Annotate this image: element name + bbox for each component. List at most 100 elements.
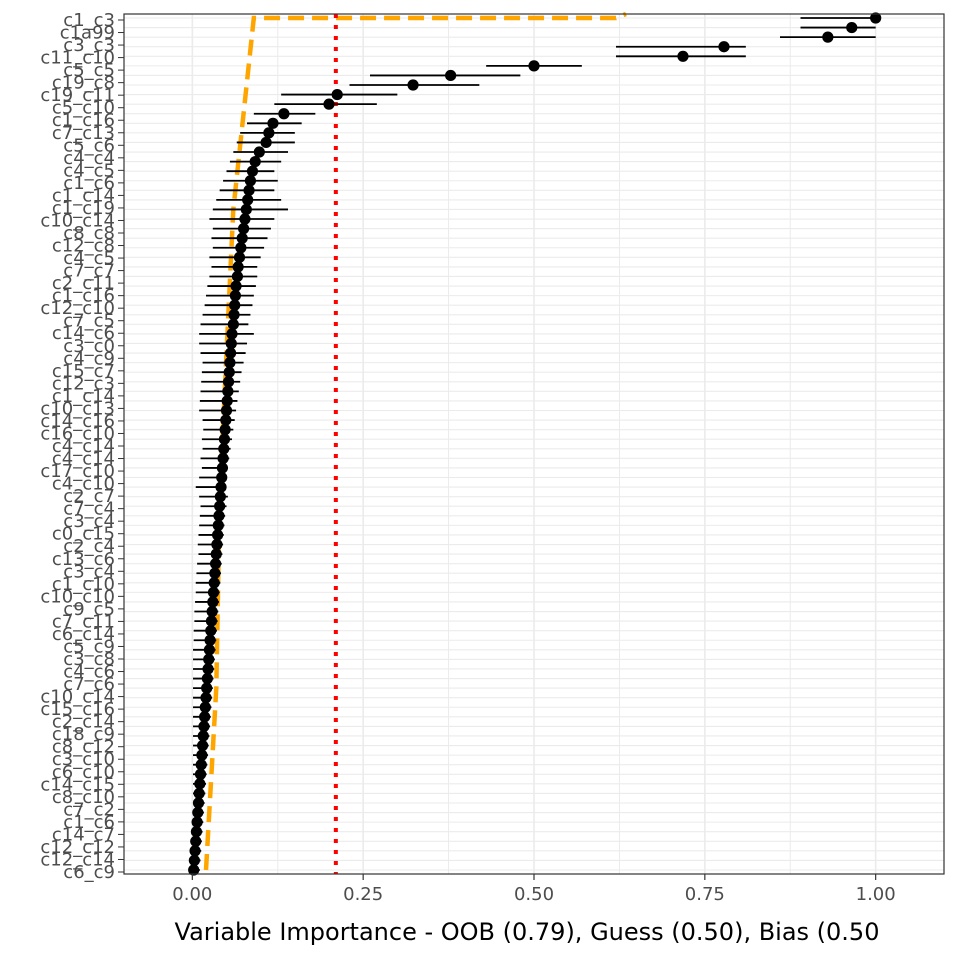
data-point [237, 223, 250, 235]
y-tick-label: c1_c3 [63, 10, 115, 31]
y-tick-label: c1_c14 [52, 386, 115, 407]
x-tick-label: 0.00 [172, 884, 212, 905]
data-point [253, 146, 265, 158]
y-tick-label: c13_c6 [52, 549, 115, 570]
y-tick-label: c14_c16 [40, 411, 115, 432]
y-tick-label: c8_c10 [52, 787, 115, 808]
y-tick-label: c2_c4 [63, 536, 115, 557]
y-tick-label: c3_c4 [63, 511, 115, 532]
y-tick-label: c3_c0 [63, 336, 115, 357]
data-point [846, 21, 858, 34]
data-point [323, 98, 335, 110]
data-point [216, 471, 228, 484]
data-point [223, 366, 235, 378]
data-point [278, 108, 290, 120]
y-tick-label: c19_c11 [40, 85, 115, 106]
data-point [232, 261, 244, 273]
data-point [196, 749, 208, 761]
x-axis-title: Variable Importance - OOB (0.79), Guess … [175, 918, 880, 946]
data-point [260, 136, 272, 149]
y-tick-label: c16_c10 [40, 423, 115, 444]
y-tick-label: c6_c10 [52, 762, 115, 783]
data-point [190, 835, 202, 847]
data-point [199, 701, 211, 713]
y-tick-label: c4_c10 [52, 474, 115, 495]
data-point [240, 203, 252, 216]
y-tick-label: c12_c3 [52, 373, 115, 394]
y-tick-label: c2_c7 [63, 486, 115, 507]
y-tick-label: c7_c7 [63, 261, 115, 282]
data-point [229, 299, 241, 311]
y-tick-label: c15_c7 [52, 361, 115, 382]
y-tick-label: c6_c9 [63, 862, 115, 883]
data-point [225, 347, 237, 359]
y-tick-label: c14_c6 [52, 323, 115, 344]
y-tick-label: c7_c4 [63, 499, 115, 520]
data-point [222, 376, 235, 388]
data-point [198, 720, 210, 733]
data-point [221, 395, 233, 407]
data-point [229, 290, 241, 302]
data-point [233, 251, 246, 263]
data-point [226, 328, 238, 340]
data-point [207, 596, 219, 608]
y-tick-label: c3_c10 [52, 749, 115, 770]
y-tick-label: c14_c7 [52, 824, 115, 845]
y-tick-label: c19_c8 [52, 73, 115, 94]
data-point [718, 41, 730, 53]
y-tick-label: c4_c5 [63, 160, 115, 181]
data-point [188, 854, 200, 867]
y-tick-label: c4_c9 [63, 348, 115, 369]
y-tick-label: c5_c6 [63, 135, 115, 156]
data-point [205, 625, 217, 637]
y-tick-label: c5_c10 [52, 98, 115, 119]
data-point [213, 510, 225, 522]
data-point [188, 864, 200, 876]
data-point [239, 213, 251, 225]
data-point [212, 529, 224, 541]
data-point [192, 806, 204, 819]
y-tick-label: c3_c4 [63, 561, 115, 582]
x-tick-label: 0.75 [685, 884, 725, 905]
data-point [205, 615, 218, 627]
y-tick-label: c8_c8 [63, 223, 115, 244]
data-point [199, 711, 211, 723]
data-point [189, 845, 201, 857]
data-point [209, 567, 221, 579]
y-tick-label: c3_c8 [63, 649, 115, 670]
data-point [200, 692, 212, 704]
y-tick-label: c10_c10 [40, 586, 115, 607]
y-tick-label: c0_c15 [52, 524, 115, 545]
data-point [225, 337, 237, 350]
data-point [677, 50, 689, 62]
y-tick-label: c1_c16 [52, 286, 115, 307]
data-points [188, 12, 882, 876]
y-tick-label: c12_c8 [52, 236, 115, 257]
y-tick-label: c10_c13 [40, 398, 115, 419]
y-tick-label: c1_c6 [63, 173, 115, 194]
data-point [822, 31, 834, 43]
data-point [201, 682, 213, 694]
data-point [208, 577, 220, 589]
data-point [190, 826, 203, 838]
data-point [218, 433, 231, 445]
y-tick-label: c7_c5 [63, 311, 115, 332]
y-tick-label: c7_c13 [52, 123, 115, 144]
x-tick-label: 0.25 [343, 884, 383, 905]
data-point [214, 491, 226, 503]
data-point [201, 672, 213, 685]
y-tick-label: c10_c14 [40, 210, 115, 231]
y-tick-label: c12_c14 [40, 849, 115, 870]
y-tick-label: c15_c16 [40, 699, 115, 720]
y-axis-labels: c1_c3c1a99c3_c3c11_c10c5_c5c19_c8c19_c11… [40, 10, 124, 883]
y-tick-label: c1_c10 [52, 574, 115, 595]
y-tick-label: c1_c14 [52, 185, 115, 206]
data-point [214, 500, 226, 512]
data-point [243, 184, 255, 196]
data-point [244, 175, 257, 187]
data-point [212, 519, 224, 531]
x-tick-label: 0.50 [514, 884, 554, 905]
data-point [216, 462, 228, 474]
data-point [870, 12, 882, 24]
